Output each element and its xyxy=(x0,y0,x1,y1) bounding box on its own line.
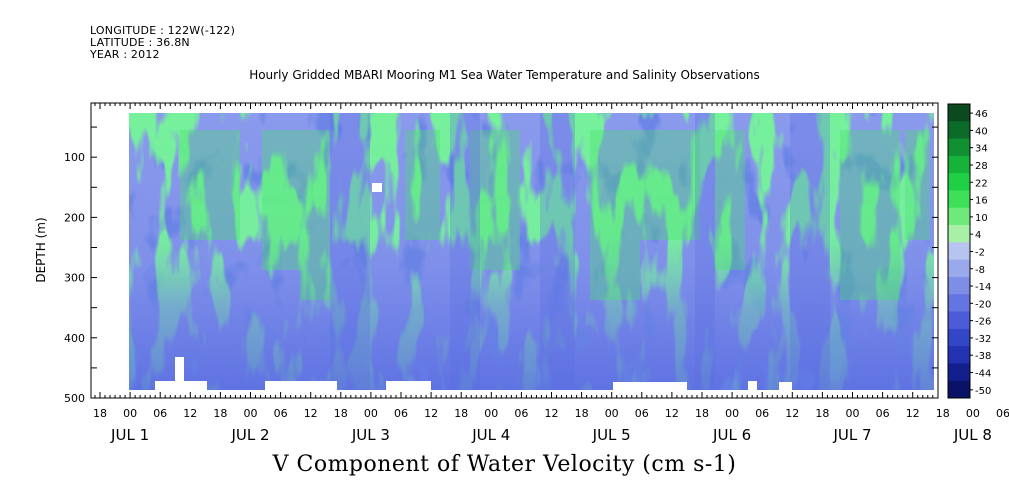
x-tick-label: 06 xyxy=(755,407,769,420)
x-tick-label: 00 xyxy=(123,407,137,420)
colorbar-label: 10 xyxy=(975,213,988,224)
x-tick-label: 00 xyxy=(725,407,739,420)
x-tick-label: 12 xyxy=(304,407,318,420)
x-tick-label: 18 xyxy=(213,407,227,420)
colorbar-label: 40 xyxy=(975,126,988,137)
day-label: JUL 8 xyxy=(953,426,992,444)
y-tick-label: 400 xyxy=(64,332,85,345)
heatmap-green-layer xyxy=(129,113,934,390)
colorbar-label: -38 xyxy=(975,351,991,362)
x-tick-label: 00 xyxy=(605,407,619,420)
day-label: JUL 2 xyxy=(230,426,269,444)
colorbar-label: -2 xyxy=(975,247,985,258)
x-tick-label: 00 xyxy=(364,407,378,420)
colorbar-cell xyxy=(948,242,970,261)
x-tick-label: 12 xyxy=(424,407,438,420)
colorbar-cell xyxy=(948,225,970,243)
x-tick-label: 06 xyxy=(514,407,528,420)
x-tick-label: 12 xyxy=(545,407,559,420)
year-label: YEAR : 2012 xyxy=(90,48,160,61)
x-tick-label: 12 xyxy=(183,407,197,420)
x-tick-label: 06 xyxy=(635,407,649,420)
colorbar-label: 28 xyxy=(975,161,988,172)
x-tick-label: 18 xyxy=(575,407,589,420)
colorbar-cell xyxy=(948,259,970,278)
colorbar-cell xyxy=(948,328,970,347)
chart-title: Hourly Gridded MBARI Mooring M1 Sea Wate… xyxy=(249,68,760,82)
x-axis-ticks: 18 00 06 12 18 00 06 12 18 00 06 12 18 00 06 12 18 00 06 12… xyxy=(93,103,1009,444)
x-tick-label: 18 xyxy=(815,407,829,420)
colorbar-label: 4 xyxy=(975,230,981,241)
colorbar-label: 22 xyxy=(975,178,988,189)
colorbar-label: -14 xyxy=(975,282,991,293)
colorbar-cell xyxy=(948,190,970,209)
colorbar-label: -8 xyxy=(975,265,985,276)
colorbar-label: 34 xyxy=(975,144,988,155)
x-tick-label: 00 xyxy=(846,407,860,420)
colorbar-cell xyxy=(948,276,970,295)
y-axis-label: DEPTH (m) xyxy=(34,217,48,282)
x-tick-label: 12 xyxy=(665,407,679,420)
heatmap-streaks xyxy=(180,113,930,390)
longitude-label: LONGITUDE : 122W(-122) xyxy=(90,24,236,37)
x-tick-label: 18 xyxy=(334,407,348,420)
data-gaps xyxy=(155,183,792,391)
x-tick-label: 06 xyxy=(876,407,890,420)
x-tick-label: 06 xyxy=(394,407,408,420)
plot-frame xyxy=(90,102,939,399)
colorbar-cell xyxy=(948,380,970,399)
x-tick-label: 18 xyxy=(93,407,107,420)
y-tick-label: 100 xyxy=(64,151,85,164)
latitude-label: LATITUDE : 36.8N xyxy=(90,36,190,49)
variable-label: V Component of Water Velocity (cm s-1) xyxy=(272,452,737,477)
colorbar-label: -50 xyxy=(975,386,991,397)
x-tick-label: 18 xyxy=(936,407,950,420)
day-label: JUL 3 xyxy=(351,426,390,444)
y-tick-label: 200 xyxy=(64,211,85,224)
x-tick-label: 12 xyxy=(906,407,920,420)
x-tick-label: 00 xyxy=(966,407,980,420)
day-label: JUL 1 xyxy=(110,426,149,444)
day-label: JUL 6 xyxy=(712,426,751,444)
colorbar-label: -26 xyxy=(975,317,991,328)
colorbar-label: -32 xyxy=(975,334,991,345)
x-tick-label: 18 xyxy=(454,407,468,420)
colorbar-cell xyxy=(948,104,970,122)
x-tick-label: 12 xyxy=(785,407,799,420)
y-tick-label: 500 xyxy=(64,392,85,405)
colorbar-cell xyxy=(948,121,970,140)
y-tick-label: 300 xyxy=(64,272,85,285)
day-label: JUL 5 xyxy=(592,426,631,444)
colorbar-cell xyxy=(948,207,970,226)
colorbar-cell xyxy=(948,294,970,313)
colorbar-cell xyxy=(948,173,970,191)
day-label: JUL 7 xyxy=(832,426,871,444)
colorbar-label: -44 xyxy=(975,369,991,380)
x-tick-label: 06 xyxy=(153,407,167,420)
colorbar-label: -20 xyxy=(975,299,991,310)
x-tick-label: 06 xyxy=(274,407,288,420)
x-tick-label: 00 xyxy=(244,407,258,420)
y-axis-ticks: 100 200 300 400 500 xyxy=(64,126,938,405)
x-tick-label: 18 xyxy=(695,407,709,420)
day-label: JUL 4 xyxy=(471,426,510,444)
colorbar-label: 16 xyxy=(975,196,988,207)
colorbar-cell xyxy=(948,155,970,174)
colorbar-cell xyxy=(948,311,970,330)
x-tick-label: 06 xyxy=(996,407,1009,420)
colorbar: 46 40 34 28 22 16 10 4 -2 -8 -14 -20 -26 -32 -38 -44 -50 xyxy=(947,103,991,399)
colorbar-cell xyxy=(948,363,970,382)
colorbar-cell xyxy=(948,346,970,364)
colorbar-cell xyxy=(948,138,970,157)
colorbar-label: 46 xyxy=(975,109,988,120)
x-tick-label: 00 xyxy=(484,407,498,420)
